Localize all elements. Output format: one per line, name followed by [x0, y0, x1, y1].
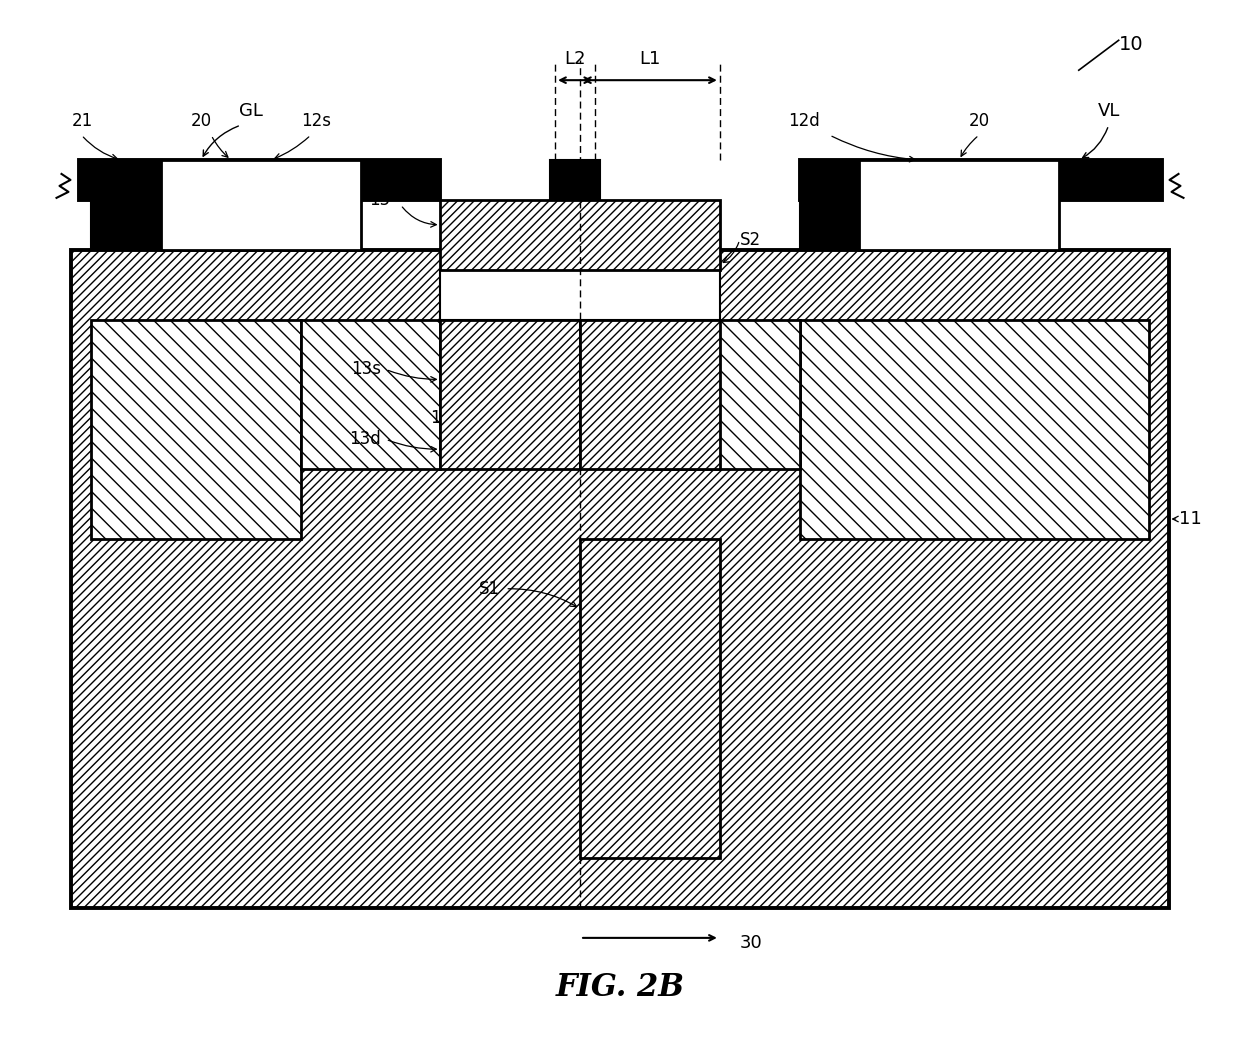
Bar [800, 199, 859, 249]
Bar [72, 249, 1168, 908]
Bar [440, 270, 719, 320]
Text: S2: S2 [740, 231, 761, 248]
Bar [580, 539, 719, 858]
Bar [440, 199, 719, 270]
Text: S1: S1 [479, 580, 500, 597]
Text: VL: VL [1097, 102, 1120, 121]
Text: 11: 11 [1178, 510, 1202, 528]
Bar [650, 320, 800, 470]
Bar [551, 160, 600, 199]
Text: 21: 21 [72, 112, 93, 130]
Bar [72, 160, 440, 199]
Text: 15: 15 [370, 191, 391, 209]
Text: 10: 10 [1118, 35, 1143, 54]
Text: 14: 14 [430, 409, 451, 427]
Text: 13d: 13d [348, 430, 381, 448]
Text: L2: L2 [564, 50, 585, 69]
Text: 12s: 12s [301, 112, 331, 130]
Bar [859, 160, 1059, 249]
Bar [92, 320, 301, 539]
Text: 20: 20 [968, 112, 990, 130]
Bar [580, 320, 719, 470]
Text: 12d: 12d [787, 112, 820, 130]
Bar [800, 160, 1168, 199]
Bar [800, 320, 1148, 539]
Text: 20: 20 [191, 112, 212, 130]
Bar [161, 160, 361, 249]
Text: FIG. 2B: FIG. 2B [556, 971, 684, 1003]
Bar [92, 160, 161, 249]
Text: 13s: 13s [351, 361, 381, 378]
Text: GL: GL [239, 102, 263, 121]
Bar [440, 320, 580, 470]
Bar [301, 320, 440, 470]
Text: L1: L1 [640, 50, 661, 69]
Text: 30: 30 [740, 934, 763, 952]
